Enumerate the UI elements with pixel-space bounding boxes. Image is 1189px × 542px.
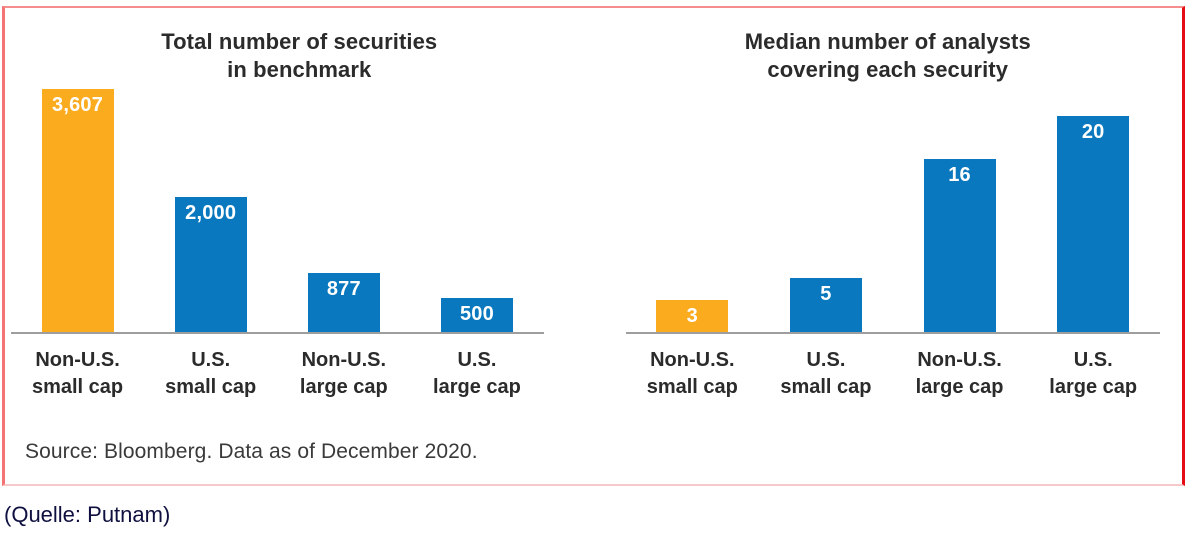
- bar: 3,607: [41, 89, 114, 332]
- bar-slot: 5: [759, 278, 893, 332]
- chart-title: Median number of analysts covering each …: [744, 29, 1031, 82]
- bar-slot: 2,000: [144, 197, 277, 332]
- chart-container: Total number of securities in benchmark …: [2, 6, 1185, 486]
- category-label: U.S. small cap: [780, 349, 872, 398]
- bar-value-label: 500: [459, 303, 494, 325]
- category-label: Non-U.S. large cap: [915, 349, 1004, 398]
- category-label: Non-U.S. small cap: [646, 349, 738, 398]
- bar: 3: [656, 300, 729, 332]
- bars-row: 3,607 2,000 877 500: [11, 89, 544, 332]
- source-note: Source: Bloomberg. Data as of December 2…: [25, 440, 478, 463]
- x-axis-line: [11, 332, 544, 334]
- chart-securities-in-benchmark: Total number of securities in benchmark …: [5, 8, 594, 401]
- bar: 500: [440, 298, 513, 332]
- category-labels-row: Non-U.S. small cap U.S. small cap Non-U.S.…: [11, 347, 544, 401]
- category-label: U.S. small cap: [165, 349, 257, 398]
- bar: 877: [307, 273, 380, 332]
- bar: 5: [789, 278, 862, 332]
- bar-slot: 20: [1026, 116, 1160, 332]
- bar-value-label: 877: [326, 278, 361, 300]
- caption-quelle: (Quelle: Putnam): [4, 502, 171, 527]
- category-labels-row: Non-U.S. small cap U.S. small cap Non-U.S.…: [626, 347, 1161, 401]
- bar-value-label: 16: [948, 164, 971, 186]
- category-label: U.S. large cap: [433, 349, 521, 398]
- chart-analysts-per-security: Median number of analysts covering each …: [594, 8, 1183, 401]
- category-label: Non-U.S. large cap: [299, 349, 388, 398]
- bar-slot: 3,607: [11, 89, 144, 332]
- bars-row: 3 5 16 20: [626, 89, 1161, 332]
- plot-area: 3 5 16 20 Non-U.S. small cap U.S. small cap N…: [625, 89, 1161, 401]
- bar-slot: 500: [410, 298, 543, 332]
- bar-value-label: 3: [686, 305, 698, 327]
- bar-value-label: 2,000: [185, 202, 237, 224]
- bar-value-label: 20: [1081, 121, 1105, 143]
- chart-title: Total number of securities in benchmark: [161, 29, 438, 82]
- category-label: Non-U.S. small cap: [31, 349, 124, 398]
- bar: 20: [1057, 116, 1130, 332]
- bar-value-label: 3,607: [52, 94, 104, 116]
- bar-slot: 877: [277, 273, 410, 332]
- category-label: U.S. large cap: [1049, 349, 1138, 398]
- x-axis-line: [625, 332, 1160, 334]
- charts-row: Total number of securities in benchmark …: [5, 8, 1182, 401]
- plot-area: 3,607 2,000 877 500 Non-U.S. small cap U.S. …: [11, 89, 544, 401]
- bar-slot: 3: [626, 300, 760, 332]
- bar: 16: [923, 159, 996, 332]
- bar-value-label: 5: [820, 283, 832, 305]
- bar: 2,000: [174, 197, 247, 332]
- bar-slot: 16: [893, 159, 1027, 332]
